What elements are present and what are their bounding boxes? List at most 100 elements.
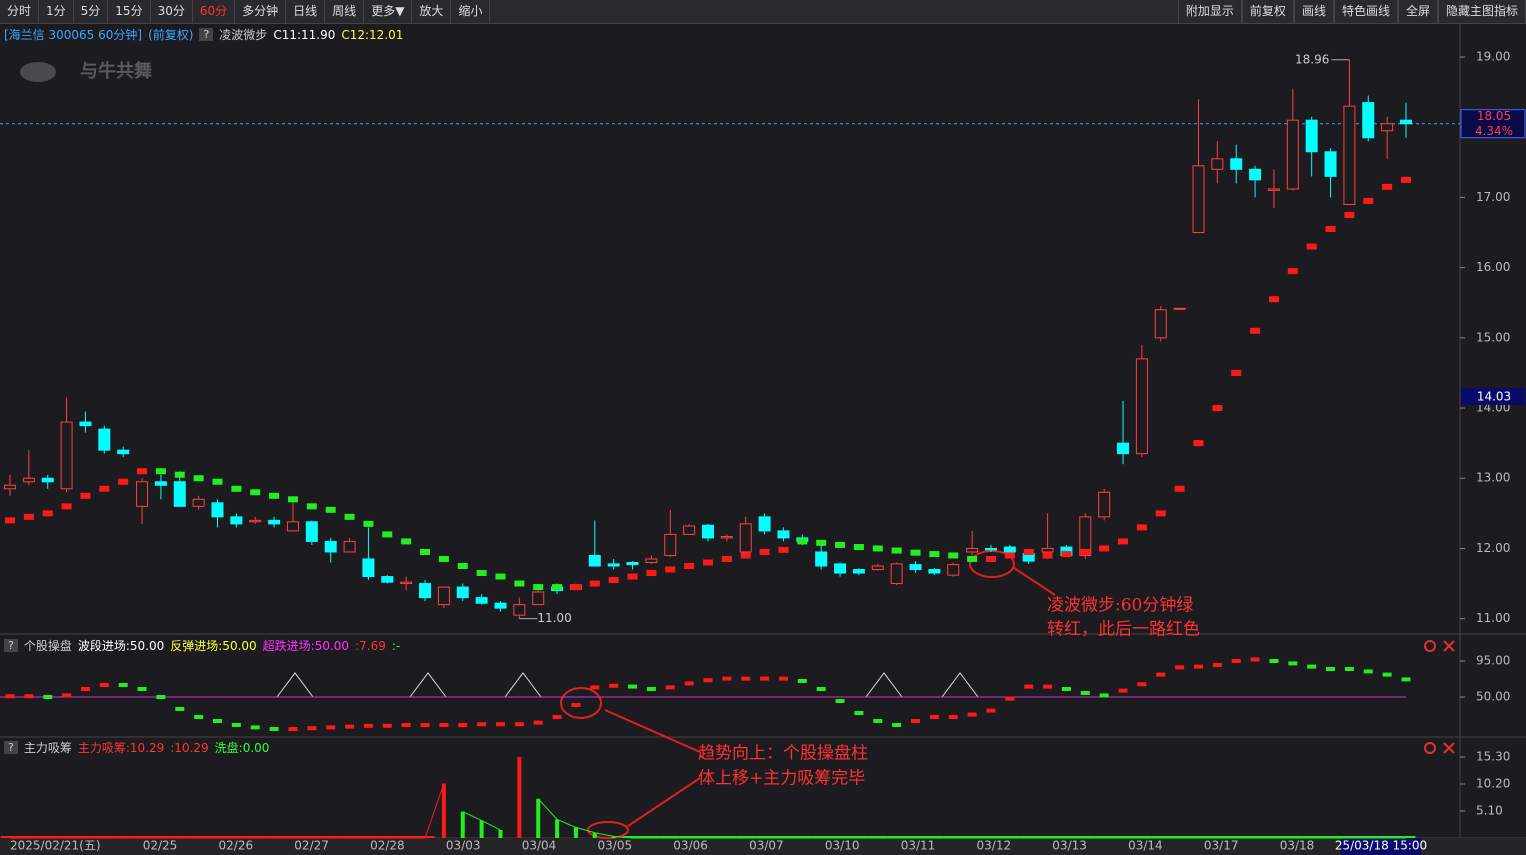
trend-dot — [231, 485, 242, 492]
bar — [1401, 677, 1411, 682]
y-tick-label: 17.00 — [1476, 190, 1510, 204]
bar — [797, 679, 807, 683]
candle-body — [720, 536, 733, 539]
bar — [307, 726, 317, 731]
trend-dot — [420, 548, 431, 555]
toolbar-button[interactable]: 分时 — [0, 0, 40, 23]
bar — [213, 719, 223, 723]
bar — [137, 687, 147, 691]
help[interactable]: ? — [4, 639, 18, 652]
trend-dot — [193, 475, 204, 482]
trend-dot — [589, 580, 600, 587]
max-label: 18.96 — [1295, 52, 1329, 66]
trend-dot — [533, 584, 544, 591]
toolbar-button[interactable]: 特色画线 — [1333, 0, 1398, 23]
help[interactable]: ? — [4, 741, 18, 754]
bar — [288, 727, 298, 731]
trend-dot — [1061, 551, 1072, 558]
toolbar-button[interactable]: 15分 — [108, 0, 151, 23]
toolbar-button[interactable]: 缩小 — [451, 0, 491, 23]
trend-dot — [967, 555, 978, 562]
candle-body — [1343, 105, 1356, 205]
candle-body — [41, 477, 54, 483]
trend-dot — [438, 555, 449, 562]
toolbar-button[interactable]: 1分 — [39, 0, 74, 23]
toolbar-button[interactable]: 日线 — [286, 0, 326, 23]
candle-body — [456, 586, 469, 599]
toolbar-button[interactable]: 周线 — [325, 0, 365, 23]
trend-dot — [476, 570, 487, 577]
trend-dot — [382, 531, 393, 538]
bar — [1344, 667, 1354, 671]
bar — [835, 699, 845, 703]
toolbar-button[interactable]: 多分钟 — [235, 0, 287, 23]
x-tick-label: 03/10 — [825, 839, 860, 853]
candle-body — [362, 558, 375, 578]
candle-body — [1154, 309, 1167, 339]
trend-dot — [212, 478, 223, 485]
toolbar-button[interactable]: 60分 — [193, 0, 236, 23]
y-tick-label: 15.00 — [1476, 330, 1510, 344]
trend-dot — [1287, 268, 1298, 275]
panel-icons[interactable] — [1424, 640, 1455, 754]
bar — [1250, 657, 1260, 662]
toolbar-button[interactable]: 隐藏主图指标 — [1437, 0, 1526, 23]
trend-dot — [42, 510, 53, 517]
x-cursor-label: 25/03/18 15:00 — [1335, 839, 1427, 853]
bar — [1307, 664, 1317, 669]
x-tick-label: 03/03 — [446, 839, 481, 853]
x-tick-label: 03/07 — [749, 839, 784, 853]
last-price: 18.05 — [1477, 109, 1511, 123]
trend-dot — [99, 485, 110, 492]
candle-body — [437, 586, 450, 606]
bar — [590, 685, 600, 690]
candle-body — [268, 519, 281, 525]
bar — [816, 687, 826, 691]
bar — [684, 681, 694, 686]
bar — [536, 798, 541, 838]
toolbar-button[interactable]: 附加显示 — [1177, 0, 1242, 23]
bar — [62, 693, 72, 698]
logo: 与牛共舞 — [80, 60, 152, 82]
trend-dot — [269, 492, 280, 499]
indicator-name: 凌波微步 — [219, 28, 268, 42]
candle-body — [1230, 158, 1243, 170]
candle-body — [909, 564, 922, 571]
bar — [498, 830, 503, 838]
candle-body — [79, 421, 92, 427]
help[interactable]: ? — [199, 28, 214, 41]
x-tick-label: 2025/02/21(五) — [10, 839, 101, 853]
x-tick-label: 03/13 — [1052, 839, 1087, 853]
y-tick-label: 16.00 — [1476, 260, 1510, 274]
candle-body — [136, 481, 149, 507]
trend-dot — [1155, 510, 1166, 517]
candle-body — [381, 576, 394, 583]
logo-icon — [20, 62, 56, 82]
x-tick-label: 02/25 — [143, 839, 178, 853]
bar — [1382, 672, 1392, 677]
toolbar-button[interactable]: 更多▼ — [364, 0, 413, 23]
toolbar-button[interactable]: 放大 — [412, 0, 452, 23]
trend-dot — [891, 547, 902, 554]
trend-dot — [816, 539, 827, 546]
trend-dot — [570, 584, 581, 591]
candle-body — [60, 421, 73, 490]
toolbar-button[interactable]: 画线 — [1293, 0, 1334, 23]
candle-body — [815, 551, 828, 567]
toolbar-button[interactable]: 5分 — [74, 0, 109, 23]
bar — [517, 757, 522, 838]
x-tick-label: 03/14 — [1128, 839, 1163, 853]
legend-item: :10.29 — [170, 740, 209, 755]
trend-dot — [118, 478, 129, 485]
toolbar-button[interactable]: 全屏 — [1397, 0, 1438, 23]
toolbar-button[interactable]: 30分 — [151, 0, 193, 23]
trend-dot — [1250, 327, 1261, 334]
candle-body — [1135, 358, 1148, 455]
trend-dot — [872, 545, 883, 552]
trend-dot — [948, 552, 959, 559]
trend-dot — [457, 563, 468, 570]
toolbar-button[interactable]: 前复权 — [1241, 0, 1294, 23]
x-tick-label: 02/26 — [219, 839, 254, 853]
legend-item: C11:11.90 — [273, 27, 336, 42]
trend-dot — [325, 506, 336, 513]
